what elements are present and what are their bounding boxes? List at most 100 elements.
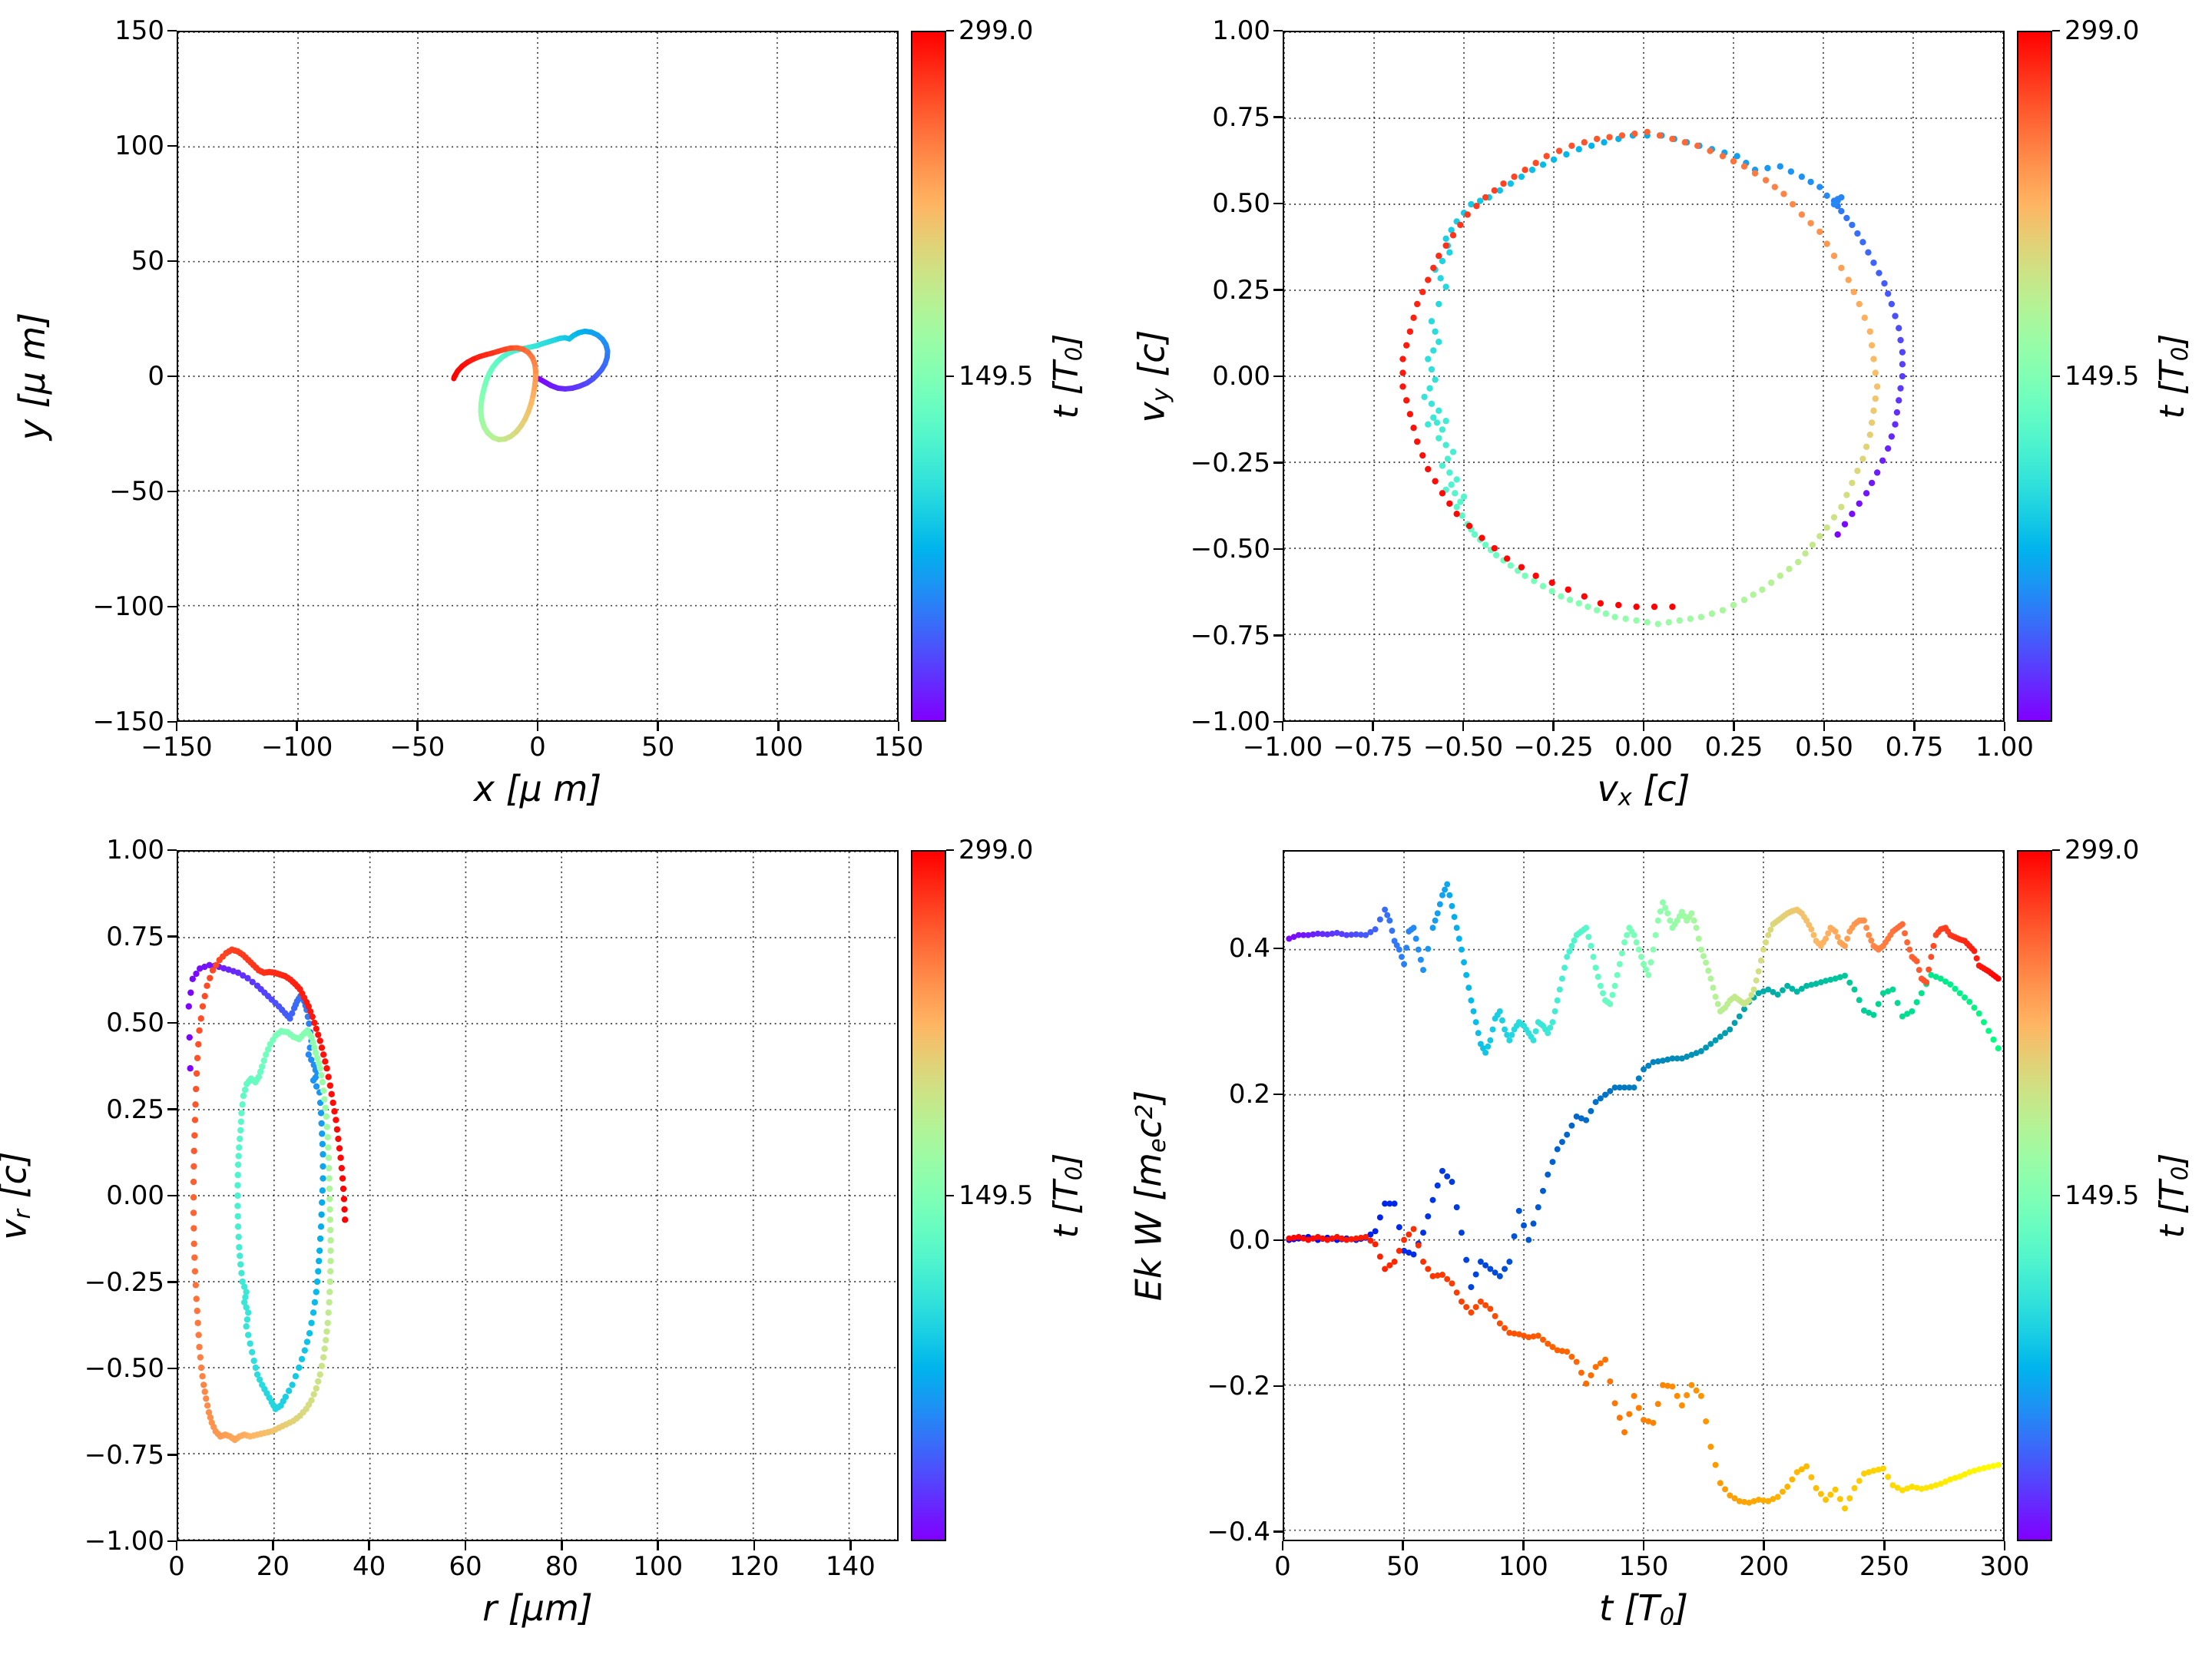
y-tick-label: 0.00: [1212, 361, 1270, 392]
subplot-energy-time: t [T0] Ek W [mec2] 299.0 149.5 t [T0] 0 5…: [1106, 836, 2212, 1671]
x-tick-label: 140: [825, 1551, 876, 1582]
x-tick: [1823, 722, 1826, 731]
x-axis-label: x [μ m]: [473, 768, 602, 809]
y-tick: [1273, 289, 1283, 291]
y-tick-label: −0.25: [84, 1266, 164, 1298]
x-tick-label: 0: [1274, 1551, 1291, 1582]
colorbar: [911, 31, 946, 722]
x-axis-label: t [T0]: [1599, 1587, 1688, 1631]
x-tick-label: 0.00: [1614, 732, 1673, 763]
x-tick-label: 150: [1618, 1551, 1669, 1582]
x-tick-label: −150: [141, 732, 213, 763]
colorbar: [2017, 850, 2052, 1541]
y-tick-label: 1.00: [1212, 15, 1270, 46]
y-tick: [167, 1454, 177, 1456]
colorbar-label: t [T0]: [1046, 1153, 1088, 1239]
x-tick-label: 0.75: [1885, 732, 1944, 763]
x-tick: [1913, 722, 1916, 731]
x-tick: [1552, 722, 1555, 731]
x-tick: [1733, 722, 1735, 731]
y-tick: [167, 29, 177, 32]
x-tick: [657, 722, 659, 731]
x-tick: [1642, 1541, 1645, 1550]
y-tick-label: −0.4: [1207, 1516, 1270, 1547]
y-tick-label: 0.50: [106, 1008, 164, 1038]
y-tick-label: 0.00: [106, 1180, 164, 1211]
y-tick-label: −100: [92, 591, 164, 622]
x-tick-label: 0: [529, 732, 546, 763]
colorbar-tick: [946, 375, 954, 378]
y-tick-label: 50: [131, 246, 164, 276]
x-axis-label: r [μm]: [482, 1587, 593, 1629]
y-tick: [167, 1021, 177, 1024]
x-tick: [175, 722, 178, 731]
y-tick-label: −1.00: [84, 1526, 164, 1557]
x-tick: [1763, 1541, 1765, 1550]
x-tick: [1642, 722, 1645, 731]
y-tick-label: −0.75: [1190, 620, 1270, 651]
y-tick: [167, 935, 177, 938]
x-tick: [1522, 1541, 1525, 1550]
y-tick-label: −1.00: [1190, 706, 1270, 737]
y-tick-label: 1.00: [106, 835, 164, 865]
colorbar-tick-label-max: 299.0: [2065, 835, 2140, 865]
x-axis-label: vx [c]: [1597, 768, 1690, 812]
y-tick: [1273, 548, 1283, 551]
x-tick: [897, 722, 900, 731]
x-tick-label: 100: [1498, 1551, 1548, 1582]
x-tick-label: −0.50: [1422, 732, 1504, 763]
y-tick-label: 0.25: [1212, 274, 1270, 306]
x-tick-label: 250: [1859, 1551, 1909, 1582]
y-tick-label: 0.4: [1228, 933, 1270, 965]
x-tick-label: 150: [873, 732, 924, 763]
colorbar-tick-label-max: 299.0: [959, 835, 1034, 865]
x-tick-label: −0.25: [1513, 732, 1594, 763]
data-layer: [178, 852, 897, 1540]
x-tick-label: 100: [633, 1551, 684, 1582]
y-tick: [167, 1281, 177, 1283]
x-tick: [2003, 722, 2006, 731]
y-tick-label: −150: [92, 706, 164, 737]
x-tick-label: 200: [1739, 1551, 1790, 1582]
x-tick: [296, 722, 298, 731]
colorbar-tick-label-max: 299.0: [2065, 15, 2140, 46]
y-tick: [1273, 947, 1283, 950]
y-tick-label: −0.50: [1190, 534, 1270, 564]
x-tick: [1462, 722, 1465, 731]
x-tick: [175, 1541, 178, 1550]
x-tick: [657, 1541, 659, 1550]
colorbar-tick-label-mid: 149.5: [959, 361, 1034, 392]
colorbar-label: t [T0]: [1046, 333, 1088, 419]
y-tick: [167, 849, 177, 852]
x-tick: [777, 722, 780, 731]
y-tick-label: 0.2: [1228, 1079, 1270, 1110]
x-tick: [561, 1541, 563, 1550]
y-tick-label: 0: [147, 361, 164, 392]
x-tick: [368, 1541, 370, 1550]
x-tick-label: −0.75: [1333, 732, 1413, 763]
y-tick: [167, 144, 177, 147]
y-tick: [167, 605, 177, 608]
y-tick-label: 0.75: [106, 921, 164, 952]
x-tick-label: 20: [256, 1551, 290, 1582]
y-tick-label: 0.0: [1228, 1224, 1270, 1256]
x-tick-label: 0.50: [1795, 732, 1853, 763]
data-layer: [1284, 32, 2003, 720]
y-tick-label: 100: [114, 131, 164, 161]
y-tick: [1273, 1239, 1283, 1242]
y-tick-label: 0.75: [1212, 101, 1270, 133]
plot-area: [177, 31, 899, 722]
colorbar-tick: [2052, 1194, 2060, 1197]
y-tick: [1273, 116, 1283, 118]
y-tick-label: −0.50: [84, 1353, 164, 1384]
x-tick: [536, 722, 539, 731]
colorbar-tick: [2052, 29, 2060, 32]
x-tick: [1281, 722, 1284, 731]
data-layer: [178, 32, 897, 720]
y-tick-label: 0.50: [1212, 188, 1270, 219]
colorbar-tick: [946, 849, 954, 852]
y-tick: [167, 1367, 177, 1370]
x-tick-label: 300: [1979, 1551, 2030, 1582]
x-tick-label: 60: [449, 1551, 482, 1582]
